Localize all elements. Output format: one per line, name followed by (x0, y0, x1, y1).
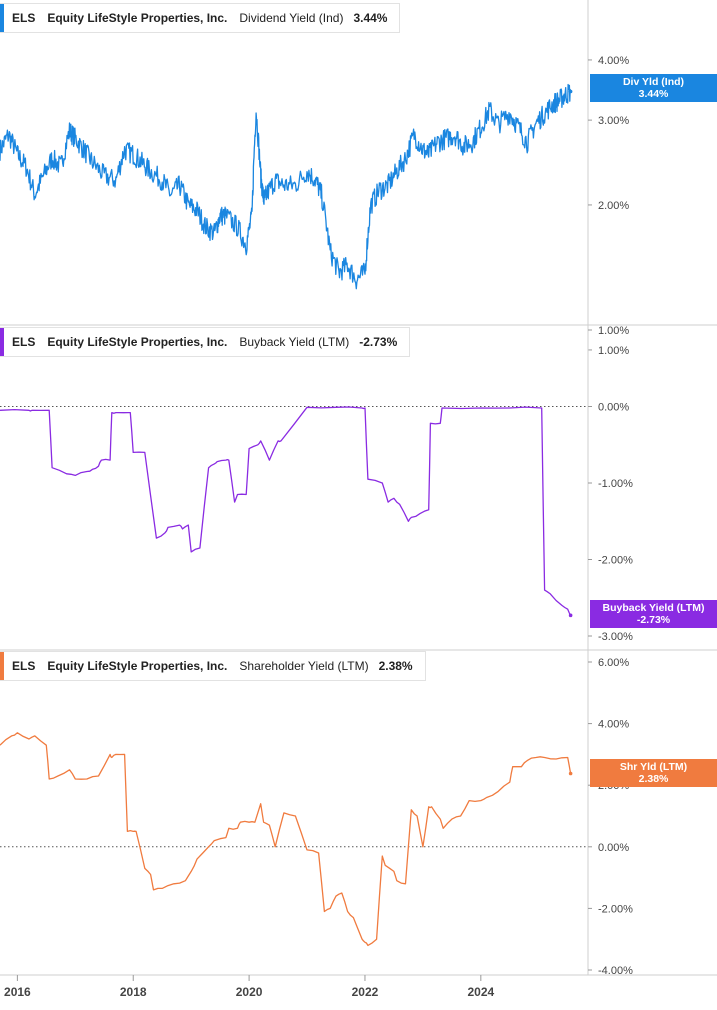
legend-ticker: ELS (12, 335, 36, 349)
series-color-swatch (0, 652, 4, 680)
y-tick-label: -4.00% (598, 965, 633, 977)
y-tick-label: 4.00% (598, 55, 629, 67)
series-line-dividend (0, 83, 572, 290)
legend-ticker: ELS (12, 11, 36, 25)
value-flag-buyback: Buyback Yield (LTM) -2.73% (590, 600, 717, 628)
legend-metric: Shareholder Yield (LTM) (239, 659, 369, 673)
last-value-point (568, 89, 573, 94)
y-tick-label: -2.00% (598, 555, 633, 567)
legend-company: Equity LifeStyle Properties, Inc. (47, 659, 228, 673)
legend-value: -2.73% (359, 335, 398, 349)
flag-series-name: Buyback Yield (LTM) (602, 602, 705, 614)
y-tick-label: -1.00% (598, 478, 633, 490)
y-tick-label: 1.00% (598, 325, 629, 337)
legend-dividend-yield: ELS Equity LifeStyle Properties, Inc. Di… (0, 3, 401, 33)
y-tick-label: 0.00% (598, 402, 629, 414)
y-tick-label: 1.00% (598, 345, 629, 357)
series-color-swatch (0, 4, 4, 32)
legend-ticker: ELS (12, 659, 36, 673)
x-tick-label: 2020 (236, 985, 263, 999)
series-color-swatch (0, 328, 4, 356)
y-tick-label: 3.00% (598, 115, 629, 127)
y-tick-label: -3.00% (598, 631, 633, 643)
series-line-buyback (0, 406, 572, 616)
y-tick-label: -2.00% (598, 903, 633, 915)
legend-buyback-yield: ELS Equity LifeStyle Properties, Inc. Bu… (0, 327, 411, 357)
y-tick-label: 4.00% (598, 719, 629, 731)
y-tick-label: 0.00% (598, 842, 629, 854)
legend-shareholder-yield: ELS Equity LifeStyle Properties, Inc. Sh… (0, 651, 426, 681)
x-tick-label: 2016 (4, 985, 31, 999)
legend-company: Equity LifeStyle Properties, Inc. (47, 11, 228, 25)
last-value-point (568, 771, 573, 776)
legend-company: Equity LifeStyle Properties, Inc. (47, 335, 228, 349)
flag-series-value: 3.44% (638, 88, 669, 100)
y-tick-label: 2.00% (598, 200, 629, 212)
x-tick-label: 2024 (467, 985, 494, 999)
y-tick-label: 6.00% (598, 657, 629, 669)
legend-value: 3.44% (353, 11, 388, 25)
legend-metric: Buyback Yield (LTM) (239, 335, 350, 349)
legend-value: 2.38% (378, 659, 413, 673)
x-tick-label: 2022 (352, 985, 379, 999)
last-value-point (568, 613, 573, 618)
flag-series-value: 2.38% (638, 773, 669, 785)
value-flag-dividend: Div Yld (Ind) 3.44% (590, 74, 717, 102)
value-flag-shareholder: Shr Yld (LTM) 2.38% (590, 759, 717, 787)
flag-series-name: Div Yld (Ind) (622, 76, 685, 88)
legend-metric: Dividend Yield (Ind) (239, 11, 344, 25)
x-tick-label: 2018 (120, 985, 147, 999)
flag-series-value: -2.73% (636, 614, 671, 626)
flag-series-name: Shr Yld (LTM) (619, 761, 688, 773)
series-line-shareholder (0, 732, 572, 947)
